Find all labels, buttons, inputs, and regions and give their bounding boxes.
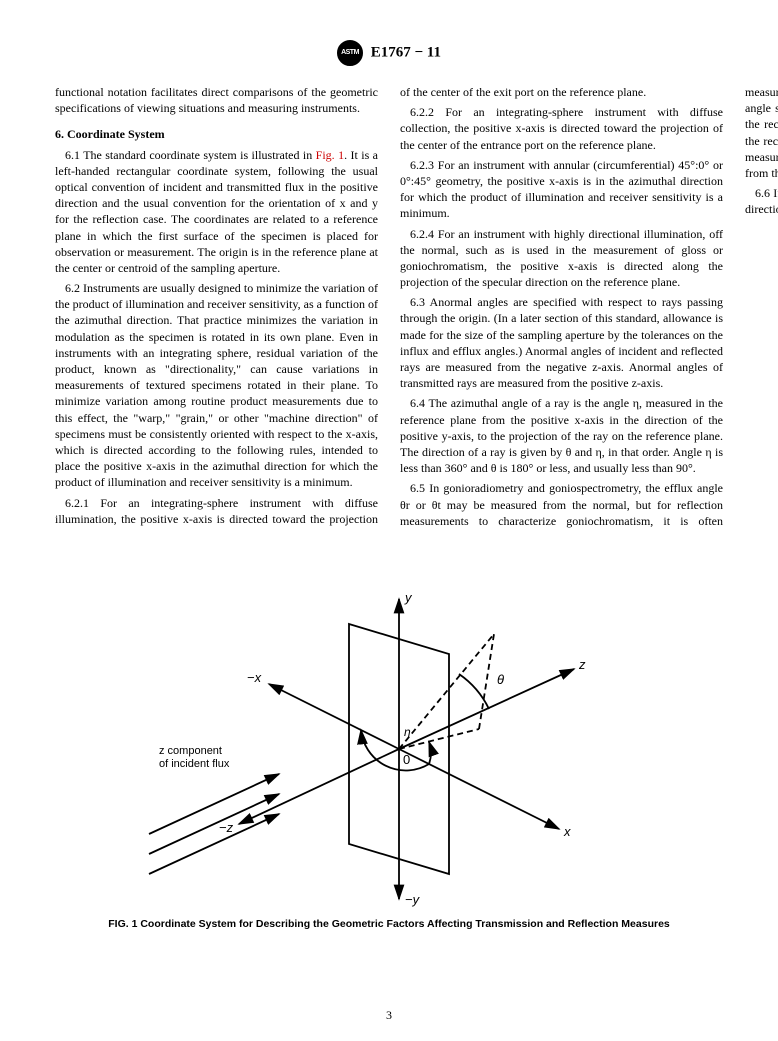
- para-6-2: 6.2 Instruments are usually designed to …: [55, 280, 378, 490]
- para-6-1-a: 6.1 The standard coordinate system is il…: [65, 148, 316, 162]
- figure-1-caption: FIG. 1 Coordinate System for Describing …: [55, 918, 723, 930]
- figure-1: 0 y −y x −x: [55, 554, 723, 930]
- para-6-6: 6.6 If the axis of the receiver is not i…: [745, 185, 778, 217]
- label-y-neg: −y: [405, 892, 421, 907]
- label-x-neg: −x: [247, 670, 262, 685]
- para-6-1-b: . It is a left-handed rectangular coordi…: [55, 148, 378, 275]
- standard-designation: E1767 − 11: [371, 44, 441, 60]
- para-6-4: 6.4 The azimuthal angle of a ray is the …: [400, 395, 723, 476]
- para-6-2-2: 6.2.2 For an integrating-sphere instrume…: [400, 104, 723, 153]
- para-6-2-4: 6.2.4 For an instrument with highly dire…: [400, 226, 723, 291]
- page-number: 3: [0, 1008, 778, 1023]
- body-text-columns: functional notation facilitates direct c…: [55, 84, 723, 534]
- label-x-pos: x: [563, 824, 571, 839]
- label-theta: θ: [497, 672, 504, 687]
- section-6-heading: 6. Coordinate System: [55, 126, 378, 142]
- coordinate-system-diagram: 0 y −y x −x: [129, 554, 649, 914]
- label-z-neg: −z: [219, 820, 234, 835]
- label-flux-1: z component: [159, 745, 222, 757]
- label-y-pos: y: [404, 590, 413, 605]
- page-header: ASTM E1767 − 11: [55, 40, 723, 66]
- label-flux-2: of incident flux: [159, 758, 230, 770]
- fig-1-link[interactable]: Fig. 1: [316, 148, 344, 162]
- para-6-1: 6.1 The standard coordinate system is il…: [55, 147, 378, 277]
- astm-logo: ASTM: [337, 40, 363, 66]
- para-6-2-3: 6.2.3 For an instrument with annular (ci…: [400, 157, 723, 222]
- label-z-pos: z: [578, 657, 586, 672]
- intro-paragraph: functional notation facilitates direct c…: [55, 84, 378, 116]
- para-6-3: 6.3 Anormal angles are specified with re…: [400, 294, 723, 391]
- label-eta: η: [404, 725, 411, 739]
